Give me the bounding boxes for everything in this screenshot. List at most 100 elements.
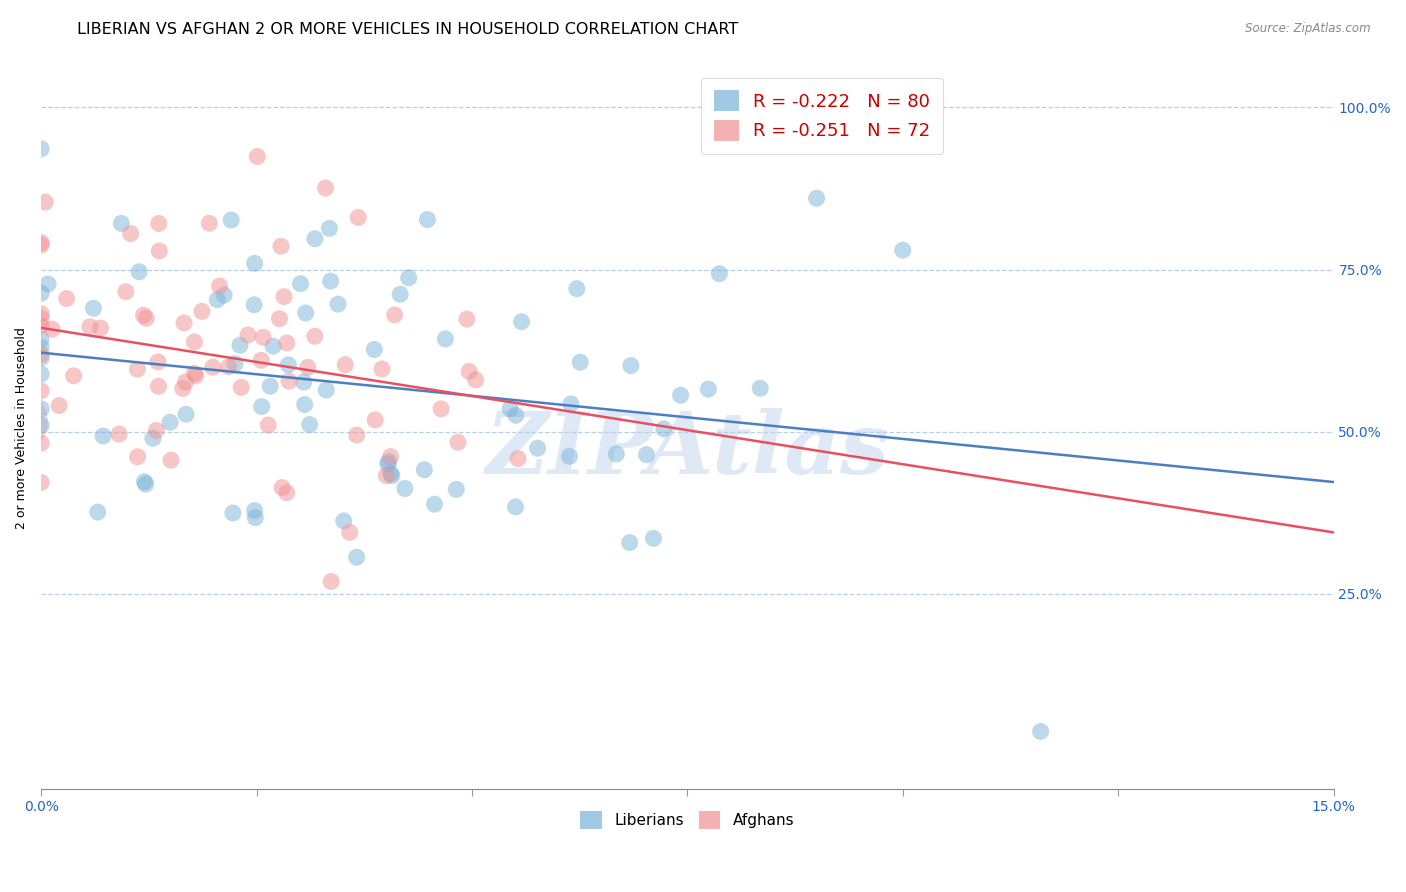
Point: [315, 181, 337, 195]
Point: [30, 347, 52, 361]
Point: [30, 235, 52, 250]
Point: [90, 321, 112, 335]
Point: [30, 340, 52, 354]
Point: [146, 355, 169, 369]
Point: [219, 213, 242, 227]
Point: [339, 525, 361, 540]
Point: [243, 503, 266, 517]
Point: [605, 447, 627, 461]
Point: [208, 279, 231, 293]
Point: [270, 239, 292, 253]
Point: [458, 364, 481, 378]
Point: [231, 380, 253, 394]
Point: [30, 367, 52, 381]
Point: [377, 457, 399, 471]
Point: [423, 497, 446, 511]
Point: [145, 424, 167, 438]
Point: [259, 379, 281, 393]
Point: [87, 505, 110, 519]
Point: [250, 353, 273, 368]
Point: [142, 431, 165, 445]
Point: [363, 343, 385, 357]
Point: [127, 362, 149, 376]
Point: [273, 290, 295, 304]
Point: [229, 338, 252, 352]
Point: [183, 334, 205, 349]
Point: [30, 238, 52, 252]
Point: [135, 477, 157, 491]
Point: [398, 270, 420, 285]
Point: [333, 514, 356, 528]
Point: [326, 297, 349, 311]
Point: [416, 212, 439, 227]
Point: [30, 401, 52, 416]
Point: [506, 451, 529, 466]
Point: [257, 418, 280, 433]
Point: [290, 277, 312, 291]
Point: [250, 400, 273, 414]
Y-axis label: 2 or more Vehicles in Household: 2 or more Vehicles in Household: [15, 327, 28, 530]
Point: [30, 142, 52, 156]
Point: [560, 397, 582, 411]
Point: [201, 360, 224, 375]
Point: [135, 311, 157, 326]
Point: [709, 267, 731, 281]
Point: [620, 359, 643, 373]
Point: [1029, 724, 1052, 739]
Point: [198, 216, 221, 230]
Point: [243, 298, 266, 312]
Point: [212, 288, 235, 302]
Point: [4, 415, 27, 429]
Point: [375, 468, 398, 483]
Point: [380, 467, 402, 481]
Point: [430, 401, 453, 416]
Point: [55, 292, 77, 306]
Point: [526, 442, 548, 456]
Point: [183, 367, 205, 381]
Point: [298, 417, 321, 432]
Point: [30, 286, 52, 301]
Point: [377, 454, 399, 468]
Point: [569, 355, 592, 369]
Point: [174, 407, 197, 421]
Legend: Liberians, Afghans: Liberians, Afghans: [575, 805, 800, 835]
Point: [318, 221, 340, 235]
Point: [381, 468, 404, 483]
Point: [304, 232, 326, 246]
Point: [128, 265, 150, 279]
Point: [160, 453, 183, 467]
Point: [172, 382, 194, 396]
Point: [148, 217, 170, 231]
Point: [276, 336, 298, 351]
Point: [446, 483, 468, 497]
Point: [347, 211, 370, 225]
Point: [30, 351, 52, 365]
Point: [278, 374, 301, 388]
Point: [91, 429, 114, 443]
Point: [315, 383, 337, 397]
Point: [236, 328, 259, 343]
Point: [30, 384, 52, 398]
Point: [110, 216, 132, 230]
Point: [384, 308, 406, 322]
Point: [262, 339, 284, 353]
Point: [565, 282, 588, 296]
Point: [30, 318, 52, 333]
Point: [371, 362, 394, 376]
Point: [558, 450, 581, 464]
Point: [464, 373, 486, 387]
Point: [30, 311, 52, 326]
Point: [380, 450, 402, 464]
Text: ZIPAtlas: ZIPAtlas: [485, 409, 889, 491]
Point: [891, 243, 914, 257]
Point: [413, 463, 436, 477]
Point: [669, 388, 692, 402]
Point: [294, 306, 316, 320]
Point: [364, 413, 387, 427]
Point: [292, 375, 315, 389]
Point: [246, 149, 269, 163]
Point: [456, 312, 478, 326]
Point: [346, 428, 368, 442]
Point: [148, 379, 170, 393]
Point: [243, 256, 266, 270]
